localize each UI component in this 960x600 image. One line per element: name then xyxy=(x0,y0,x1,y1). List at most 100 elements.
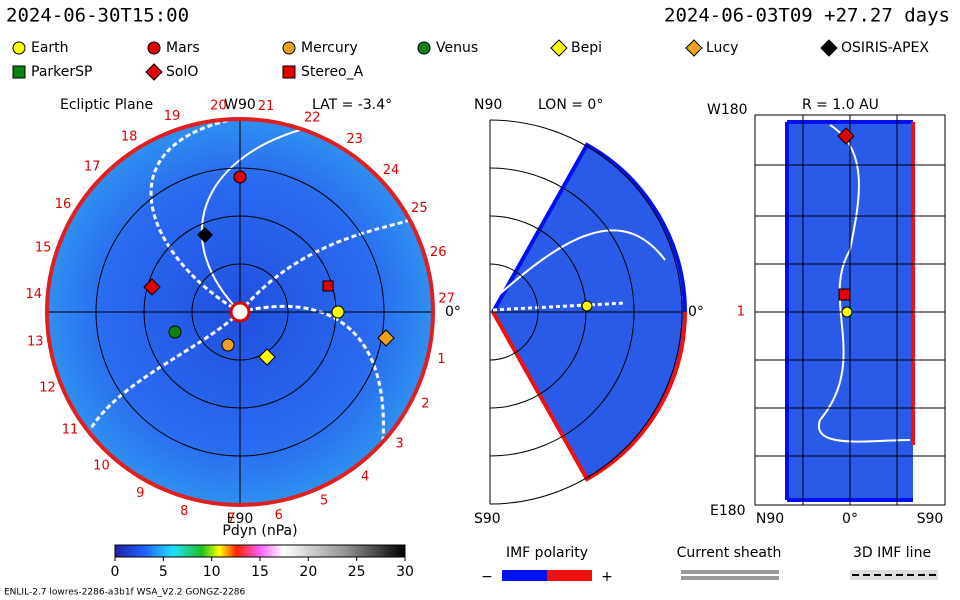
n90-label: N90 xyxy=(474,97,502,113)
e90-label: E90 xyxy=(227,511,254,527)
day-label: 18 xyxy=(121,130,138,145)
legend-swatch xyxy=(147,41,161,55)
imf-line xyxy=(239,304,385,471)
day-label: 10 xyxy=(93,458,110,473)
venus-marker xyxy=(168,325,182,339)
solo-marker xyxy=(143,278,161,296)
day-label: 11 xyxy=(62,423,79,438)
day-label: 13 xyxy=(27,335,44,350)
ref-time: 2024-06-03T09 +27.27 days xyxy=(664,5,950,27)
day-label: 20 xyxy=(210,99,227,114)
day-label: 27 xyxy=(438,292,455,307)
current-sheath xyxy=(200,129,301,313)
zero-label: 0° xyxy=(688,304,704,320)
imf-line xyxy=(88,310,242,431)
colorbar-tick-label: 5 xyxy=(159,564,168,580)
imf-line xyxy=(492,301,626,312)
sun xyxy=(229,301,251,323)
w180-label: W180 xyxy=(707,102,748,118)
colorbar-tick-label: 0 xyxy=(111,564,120,580)
ecliptic-rim xyxy=(45,117,435,507)
w90-label: W90 xyxy=(224,97,256,113)
s90-label: S90 xyxy=(917,511,944,527)
day-label: 8 xyxy=(180,504,188,519)
day-label: 25 xyxy=(411,201,428,216)
zero-label: 0° xyxy=(445,304,461,320)
colorbar-tick-label: 25 xyxy=(348,564,366,580)
day-label: 21 xyxy=(258,99,275,114)
day-label: 19 xyxy=(164,109,181,124)
meridional-panel: N90 LON = 0° 0° S90 xyxy=(474,97,704,527)
imf-line xyxy=(238,218,411,313)
day-label: 12 xyxy=(39,381,56,396)
day-label: 16 xyxy=(55,197,72,212)
footer: ENLIL-2.7 lowres-2286-a3b1f WSA_V2.2 GON… xyxy=(4,588,246,598)
s90-label: S90 xyxy=(474,511,501,527)
legend-swatch xyxy=(417,41,431,55)
legend-swatch xyxy=(12,65,26,79)
latitude: LAT = -3.4° xyxy=(312,97,392,113)
day-label: 2 xyxy=(421,397,429,412)
lucy-marker xyxy=(377,329,395,347)
legend-swatch xyxy=(282,65,296,79)
ecliptic-panel: Ecliptic Plane LAT = -3.4° W90 0° E90 12… xyxy=(25,97,460,527)
colorbar-tick-label: 10 xyxy=(203,564,221,580)
mars-marker xyxy=(233,170,247,184)
legend-label: OSIRIS-APEX xyxy=(841,40,929,56)
legend-label: Stereo_A xyxy=(301,64,364,80)
lon-label: LON = 0° xyxy=(538,97,603,113)
ecliptic-title: Ecliptic Plane xyxy=(60,97,153,113)
day-label: 17 xyxy=(84,160,101,175)
legend-label: Venus xyxy=(436,40,478,56)
legend-swatch xyxy=(820,39,838,57)
day-label: 26 xyxy=(430,245,447,260)
day-label: 3 xyxy=(395,436,403,451)
day-label: 9 xyxy=(136,486,144,501)
day-label: 15 xyxy=(35,240,52,255)
earth-marker xyxy=(331,305,345,319)
stereo-marker xyxy=(322,280,334,292)
colorbar xyxy=(114,544,406,558)
polarity-minus: − xyxy=(481,569,493,585)
day-label: 23 xyxy=(346,132,363,147)
polarity-bar xyxy=(502,570,592,581)
stereo-marker xyxy=(838,288,851,301)
radial-panel: W180 R = 1.0 AU 1 E180 N90 0° S90 xyxy=(707,97,946,527)
day-label: 1 xyxy=(437,352,445,367)
day-label: 5 xyxy=(320,494,328,509)
current-sheath xyxy=(817,124,911,443)
zero-label: 0° xyxy=(842,511,858,527)
polarity-plus: + xyxy=(601,569,613,585)
imf-line xyxy=(149,118,241,314)
polarity-title: IMF polarity xyxy=(506,545,588,561)
legend-label: Earth xyxy=(31,40,69,56)
imf-swatch xyxy=(850,570,938,580)
colorbar-tick-label: 30 xyxy=(396,564,414,580)
earth-marker xyxy=(841,306,853,318)
colorbar-tick-label: 15 xyxy=(251,564,269,580)
radius-label: R = 1.0 AU xyxy=(802,97,879,113)
colorbar-tick-label: 20 xyxy=(299,564,317,580)
imf-title: 3D IMF line xyxy=(853,545,931,561)
sim-time: 2024-06-30T15:00 xyxy=(6,5,189,27)
n90-label: N90 xyxy=(756,511,784,527)
bepi-marker xyxy=(258,348,276,366)
day-label: 6 xyxy=(275,508,283,523)
legend-swatch xyxy=(282,41,296,55)
legend-swatch xyxy=(12,41,26,55)
legend-swatch xyxy=(685,39,703,57)
solo-marker xyxy=(837,127,855,145)
legend-swatch xyxy=(145,63,163,81)
day-label: 24 xyxy=(383,163,400,178)
day-label: 22 xyxy=(304,111,321,126)
legend-label: Mars xyxy=(166,40,200,56)
legend-label: Mercury xyxy=(301,40,358,56)
earth-marker xyxy=(581,300,593,312)
e180-label: E180 xyxy=(710,503,746,519)
osiris-marker xyxy=(197,227,213,243)
legend-label: ParkerSP xyxy=(31,64,92,80)
day-label: 4 xyxy=(361,469,369,484)
sheath-title: Current sheath xyxy=(677,545,782,561)
colorbar-title: Pdyn (nPa) xyxy=(222,523,297,539)
